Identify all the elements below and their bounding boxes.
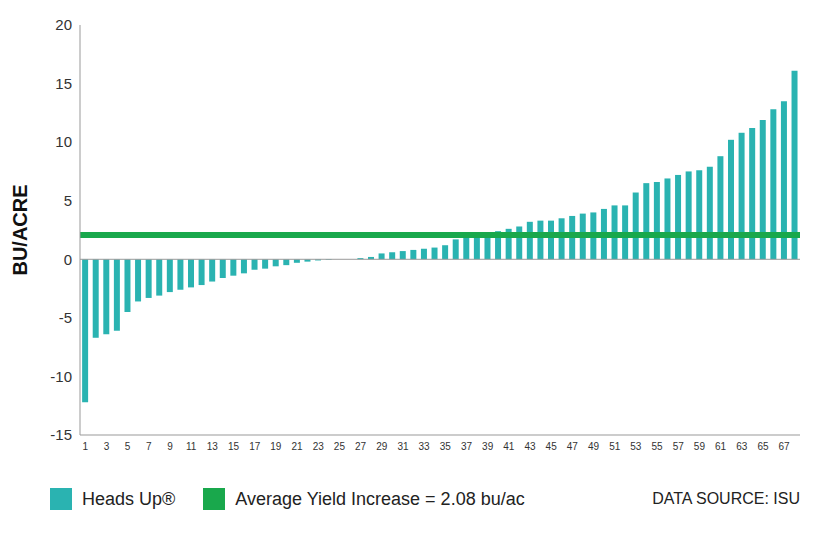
svg-text:57: 57 — [673, 441, 685, 452]
svg-text:0: 0 — [64, 251, 72, 268]
svg-text:65: 65 — [757, 441, 769, 452]
svg-text:5: 5 — [125, 441, 131, 452]
svg-text:15: 15 — [55, 75, 72, 92]
svg-text:39: 39 — [482, 441, 494, 452]
svg-text:9: 9 — [167, 441, 173, 452]
svg-text:51: 51 — [609, 441, 621, 452]
svg-text:55: 55 — [651, 441, 663, 452]
html-text:Heads Up®: Heads Up® — [82, 488, 176, 509]
svg-text:11: 11 — [186, 441, 197, 452]
svg-text:31: 31 — [397, 441, 409, 452]
svg-text:1: 1 — [83, 441, 89, 452]
svg-text:35: 35 — [440, 441, 452, 452]
svg-text:-10: -10 — [50, 368, 72, 385]
svg-text:61: 61 — [715, 441, 727, 452]
svg-text:67: 67 — [779, 441, 791, 452]
svg-text:BU/ACRE: BU/ACRE — [9, 184, 31, 275]
svg-text:49: 49 — [588, 441, 600, 452]
svg-text:7: 7 — [146, 441, 152, 452]
svg-text:5: 5 — [64, 192, 72, 209]
svg-text:-15: -15 — [50, 426, 72, 443]
svg-text:53: 53 — [630, 441, 642, 452]
svg-text:17: 17 — [249, 441, 261, 452]
svg-text:3: 3 — [104, 441, 110, 452]
svg-text:25: 25 — [334, 441, 346, 452]
svg-text:19: 19 — [270, 441, 282, 452]
svg-text:33: 33 — [419, 441, 431, 452]
svg-text:15: 15 — [228, 441, 240, 452]
svg-text:37: 37 — [461, 441, 473, 452]
svg-text:59: 59 — [694, 441, 706, 452]
svg-text:27: 27 — [355, 441, 367, 452]
svg-text:21: 21 — [291, 441, 303, 452]
svg-text:10: 10 — [55, 133, 72, 150]
svg-text:29: 29 — [376, 441, 388, 452]
svg-text:41: 41 — [503, 441, 515, 452]
html-text:DATA SOURCE: ISU: DATA SOURCE: ISU — [652, 490, 800, 507]
svg-text:-5: -5 — [59, 309, 72, 326]
svg-text:45: 45 — [546, 441, 558, 452]
svg-text:63: 63 — [736, 441, 748, 452]
svg-text:47: 47 — [567, 441, 579, 452]
svg-text:20: 20 — [55, 16, 72, 33]
html-text:Average Yield Increase = 2.08: Average Yield Increase = 2.08 bu/ac — [235, 488, 525, 509]
svg-text:13: 13 — [207, 441, 219, 452]
svg-text:23: 23 — [313, 441, 325, 452]
svg-text:43: 43 — [524, 441, 536, 452]
